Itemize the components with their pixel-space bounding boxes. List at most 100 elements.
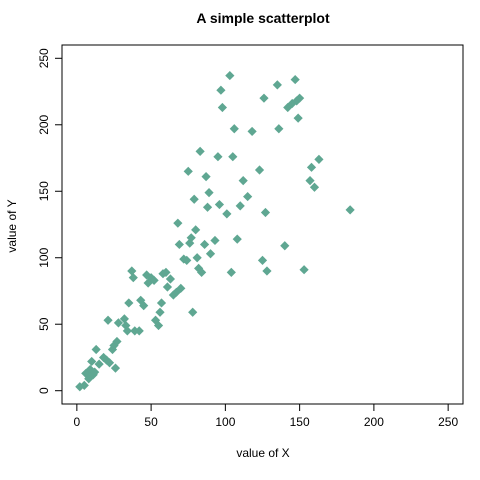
scatter-point [156,298,167,308]
x-axis: 0 50 100 150 200 250 [74,403,458,429]
scatter-point [124,298,134,308]
scatter-point [87,356,97,367]
scatter-point [162,282,173,292]
scatter-point [225,70,235,81]
scatter-point [161,267,171,277]
scatter-point [174,239,184,250]
scatter-point [153,320,164,331]
scatter-point [262,266,272,276]
scatter-point [122,326,132,336]
scatter-point [254,165,265,175]
scatter-point [235,201,245,211]
scatter-point [79,380,89,390]
x-axis-label: value of X [236,446,289,460]
scatter-point [243,191,253,202]
x-tick-label: 150 [290,415,310,429]
scatter-point [205,249,216,259]
scatter-point [90,367,100,377]
scatter-point [188,307,198,317]
scatter-point [345,205,355,215]
y-tick-label: 150 [37,181,51,201]
scatter-point [112,336,122,347]
scatter-point [202,202,213,212]
scatter-point [217,102,227,113]
scatter-point [197,267,207,277]
scatter-point [136,295,146,305]
scatter-point [127,266,137,276]
y-axis-label: value of Y [5,199,19,252]
scatter-point [183,166,193,176]
scatter-point [199,239,210,250]
y-tick-label: 0 [37,387,51,394]
chart-title: A simple scatterplot [196,10,330,26]
scatter-point [222,209,232,219]
scatter-point [98,352,109,363]
scatter-point [247,126,257,137]
scatter-point [210,235,220,246]
scatter-point [274,124,284,134]
scatter-point [94,359,104,369]
scatter-point [107,344,118,355]
scatter-point [228,152,238,162]
scatter-point [139,301,149,311]
scatter-point [214,199,225,210]
scatter-point [121,320,131,331]
x-tick-label: 50 [144,415,158,429]
scatter-point [113,318,124,328]
scatter-point [192,253,202,263]
scatter-point [216,85,226,95]
scatter-point [314,154,324,164]
scatter-point [306,162,317,172]
scatter-point [238,176,248,186]
scatter-points [75,70,355,392]
x-tick-label: 200 [364,415,384,429]
scatter-point [293,113,303,123]
scatter-point [155,307,165,317]
scatter-point [259,93,269,103]
scatter-point [213,152,223,162]
scatter-point [165,274,176,284]
scatter-point [194,263,204,273]
scatter-point [305,176,315,186]
y-axis: 0 50 100 150 200 250 [37,48,63,394]
scatter-point [173,218,183,228]
scatter-point [283,102,293,113]
scatter-point [75,382,85,392]
scatter-point [134,326,144,336]
scatter-point [226,267,236,277]
scatter-point [119,314,129,324]
scatter-point [109,340,119,351]
scatter-point [84,374,94,384]
scatter-point [91,344,101,355]
scatter-point [290,74,300,85]
scatter-point [110,363,121,373]
scatter-point [101,355,112,365]
scatter-point [186,233,196,243]
x-tick-label: 0 [74,415,81,429]
scatter-point [295,93,305,103]
scatter-point [128,273,138,283]
scatter-point [195,146,205,156]
scatter-point [191,225,201,235]
scatter-point [260,207,271,218]
x-tick-label: 100 [215,415,235,429]
scatter-point [104,358,115,368]
scatter-point [280,241,290,251]
scatter-point [257,255,268,265]
y-tick-label: 50 [37,317,51,331]
scatter-point [176,283,186,293]
scatter-point [182,255,192,265]
scatter-point [204,187,214,198]
scatter-point [168,290,178,300]
y-tick-label: 200 [37,114,51,134]
scatter-point [103,315,113,325]
y-tick-label: 100 [37,247,51,267]
x-tick-label: 250 [438,415,458,429]
scatter-point [272,80,282,90]
scatter-point [229,124,239,134]
scatter-point [309,182,320,192]
scatter-point [232,234,242,244]
scatter-point [149,275,159,285]
